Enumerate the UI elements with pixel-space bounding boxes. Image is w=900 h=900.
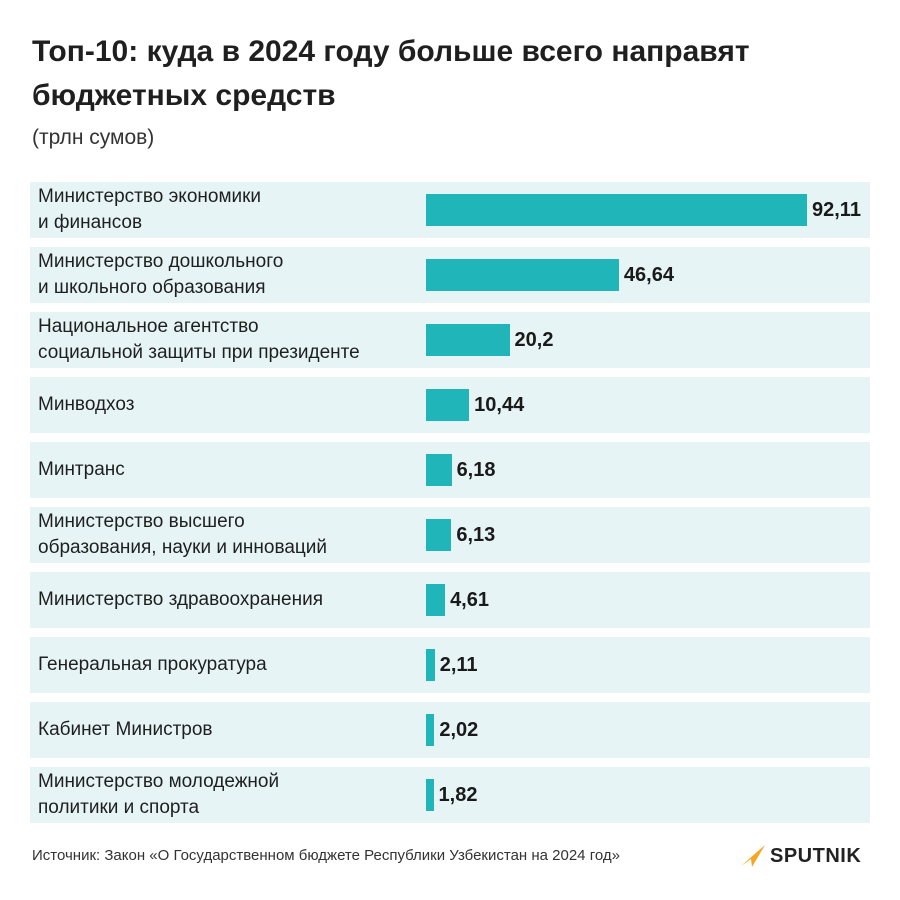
source-note: Источник: Закон «О Государственном бюдже…: [32, 847, 620, 864]
chart-row: Минтранс 6,18: [30, 442, 870, 498]
chart-row: Национальное агентство социальной защиты…: [30, 312, 870, 368]
category-label: Министерство здравоохранения: [38, 589, 323, 610]
sputnik-logo: SPUTNIK: [740, 842, 861, 870]
chart-row: Министерство здравоохранения 4,61: [30, 572, 870, 628]
bar: [426, 324, 510, 356]
chart-row: Министерство дошкольного и школьного обр…: [30, 247, 870, 303]
value-label: 2,11: [439, 654, 478, 676]
bar: [426, 649, 435, 681]
value-label: 46,64: [623, 264, 674, 286]
bar: [426, 519, 452, 551]
bar: [426, 779, 434, 811]
chart-subtitle: (трлн сумов): [32, 126, 155, 149]
category-label: Министерство экономики и финансов: [38, 186, 262, 233]
bar-chart: Министерство экономики и финансов 92,11 Ми…: [30, 182, 870, 832]
category-label: Национальное агентство социальной защиты…: [38, 316, 360, 363]
category-label: Минводхоз: [38, 394, 135, 415]
value-label: 4,61: [450, 589, 489, 611]
value-label: 6,18: [456, 459, 496, 481]
value-label: 6,13: [456, 524, 496, 546]
chart-row: Министерство экономики и финансов 92,11: [30, 182, 870, 238]
value-label: 10,44: [474, 394, 525, 416]
category-label: Министерство молодежной политики и спорт…: [38, 771, 280, 818]
value-label: 92,11: [812, 199, 861, 221]
bar: [426, 389, 470, 421]
logo-text: SPUTNIK: [770, 844, 862, 867]
value-label: 1,82: [438, 784, 478, 806]
chart-row: Минводхоз 10,44: [30, 377, 870, 433]
sputnik-star-icon: [741, 845, 765, 867]
category-label: Министерство дошкольного и школьного обр…: [38, 251, 284, 298]
bar: [426, 584, 446, 616]
bar: [426, 259, 619, 291]
category-label: Генеральная прокуратура: [38, 654, 267, 675]
chart-title: Топ-10: куда в 2024 году больше всего на…: [32, 35, 750, 112]
bar: [426, 714, 435, 746]
category-label: Кабинет Министров: [38, 719, 213, 740]
value-label: 2,02: [439, 719, 479, 741]
chart-row: Кабинет Министров 2,02: [30, 702, 870, 758]
chart-row: Министерство молодежной политики и спорт…: [30, 767, 870, 823]
bar: [426, 454, 452, 486]
category-label: Минтранс: [38, 459, 125, 480]
chart-row: Министерство высшего образования, науки …: [30, 507, 870, 563]
category-label: Министерство высшего образования, науки …: [38, 511, 327, 558]
bar: [426, 194, 807, 226]
value-label: 20,2: [514, 329, 554, 351]
chart-row: Генеральная прокуратура 2,11: [30, 637, 870, 693]
